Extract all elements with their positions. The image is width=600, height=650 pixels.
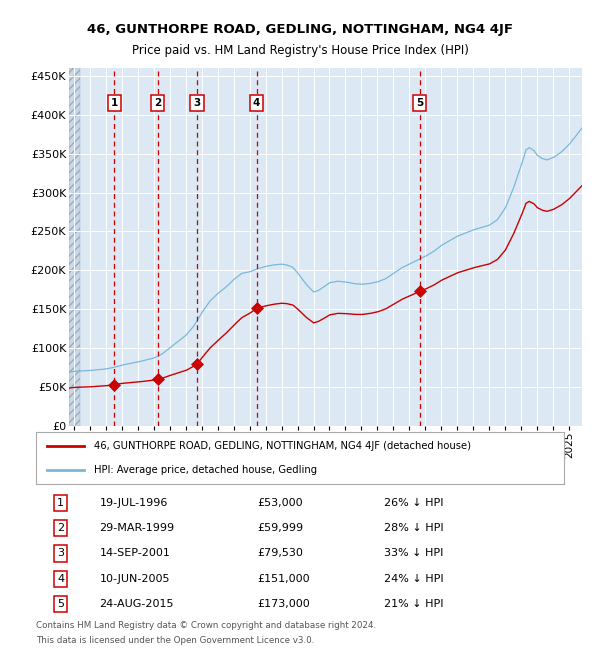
Text: 2: 2 xyxy=(57,523,64,533)
Text: 1: 1 xyxy=(111,98,118,108)
Text: This data is licensed under the Open Government Licence v3.0.: This data is licensed under the Open Gov… xyxy=(36,636,314,645)
Bar xyxy=(69,68,80,426)
Text: 29-MAR-1999: 29-MAR-1999 xyxy=(100,523,175,533)
Text: 4: 4 xyxy=(253,98,260,108)
Text: 26% ↓ HPI: 26% ↓ HPI xyxy=(385,498,444,508)
Text: 21% ↓ HPI: 21% ↓ HPI xyxy=(385,599,444,609)
Text: 19-JUL-1996: 19-JUL-1996 xyxy=(100,498,168,508)
Text: 46, GUNTHORPE ROAD, GEDLING, NOTTINGHAM, NG4 4JF: 46, GUNTHORPE ROAD, GEDLING, NOTTINGHAM,… xyxy=(87,23,513,36)
Text: 10-JUN-2005: 10-JUN-2005 xyxy=(100,574,170,584)
Text: £79,530: £79,530 xyxy=(258,549,304,558)
Text: 24-AUG-2015: 24-AUG-2015 xyxy=(100,599,174,609)
Text: 28% ↓ HPI: 28% ↓ HPI xyxy=(385,523,444,533)
Text: 46, GUNTHORPE ROAD, GEDLING, NOTTINGHAM, NG4 4JF (detached house): 46, GUNTHORPE ROAD, GEDLING, NOTTINGHAM,… xyxy=(94,441,471,451)
Text: £151,000: £151,000 xyxy=(258,574,310,584)
Text: £53,000: £53,000 xyxy=(258,498,304,508)
Text: 5: 5 xyxy=(58,599,64,609)
Text: 14-SEP-2001: 14-SEP-2001 xyxy=(100,549,170,558)
Text: 3: 3 xyxy=(58,549,64,558)
Text: Price paid vs. HM Land Registry's House Price Index (HPI): Price paid vs. HM Land Registry's House … xyxy=(131,44,469,57)
Text: £59,999: £59,999 xyxy=(258,523,304,533)
Text: 1: 1 xyxy=(58,498,64,508)
Text: 4: 4 xyxy=(57,574,64,584)
Text: 33% ↓ HPI: 33% ↓ HPI xyxy=(385,549,444,558)
Text: HPI: Average price, detached house, Gedling: HPI: Average price, detached house, Gedl… xyxy=(94,465,317,475)
Text: 3: 3 xyxy=(193,98,200,108)
Text: £173,000: £173,000 xyxy=(258,599,311,609)
Text: 24% ↓ HPI: 24% ↓ HPI xyxy=(385,574,444,584)
Text: 2: 2 xyxy=(154,98,161,108)
Text: 5: 5 xyxy=(416,98,424,108)
Text: Contains HM Land Registry data © Crown copyright and database right 2024.: Contains HM Land Registry data © Crown c… xyxy=(36,621,376,630)
